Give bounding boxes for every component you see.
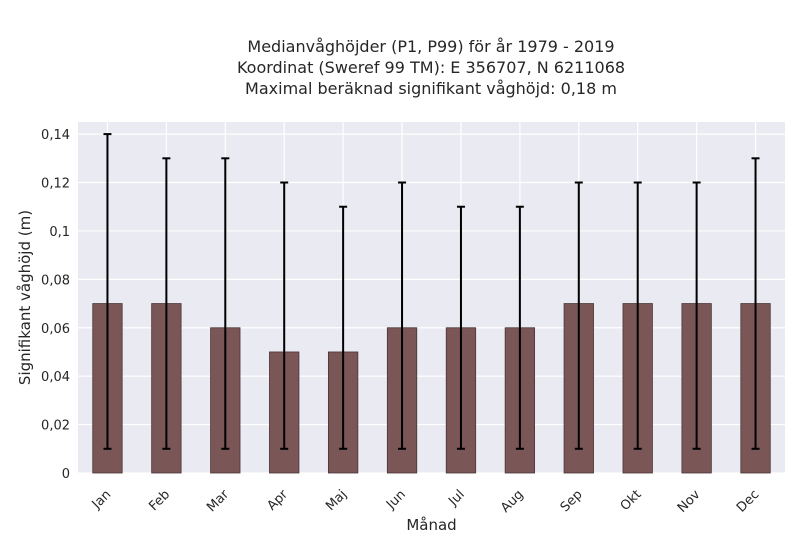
y-tick-label: 0,08 [41, 273, 70, 288]
y-tick-label: 0,14 [41, 128, 70, 143]
title-line-1: Medianvåghöjder (P1, P99) för år 1979 - … [247, 37, 614, 56]
y-tick-label: 0,1 [49, 225, 70, 240]
x-tick-label-aug: Aug [498, 487, 527, 516]
x-tick-label-maj: Maj [323, 487, 350, 514]
y-tick-label: 0,04 [41, 370, 70, 385]
x-tick-label-dec: Dec [734, 487, 762, 515]
x-tick-label-jan: Jan [89, 487, 114, 512]
title-line-3: Maximal beräknad signifikant våghöjd: 0,… [245, 79, 617, 98]
chart-title: Medianvåghöjder (P1, P99) för år 1979 - … [237, 37, 625, 98]
x-tick-labels: Jan Feb Mar Apr Maj Jun Jul Aug Sep Okt Nov Dec [89, 487, 763, 516]
x-tick-label-apr: Apr [265, 487, 292, 514]
y-tick-label: 0 [62, 467, 70, 482]
x-tick-label-feb: Feb [146, 487, 173, 514]
plot-area [78, 122, 785, 473]
x-tick-label-jun: Jun [383, 487, 409, 513]
y-tick-label: 0,12 [41, 177, 70, 192]
y-tick-labels: 0 0,02 0,04 0,06 0,08 0,1 0,12 0,14 [41, 128, 70, 482]
y-tick-label: 0,02 [41, 419, 70, 434]
x-tick-label-mar: Mar [204, 487, 232, 515]
y-tick-label: 0,06 [41, 322, 70, 337]
x-tick-label-nov: Nov [675, 487, 704, 516]
x-tick-label-jul: Jul [445, 487, 467, 509]
title-line-2: Koordinat (Sweref 99 TM): E 356707, N 62… [237, 58, 625, 77]
x-tick-label-sep: Sep [558, 487, 586, 515]
error-bars [103, 133, 760, 450]
y-axis-label: Signifikant våghöjd (m) [16, 210, 34, 385]
x-tick-label-okt: Okt [618, 487, 645, 514]
x-axis-label: Månad [406, 516, 456, 534]
